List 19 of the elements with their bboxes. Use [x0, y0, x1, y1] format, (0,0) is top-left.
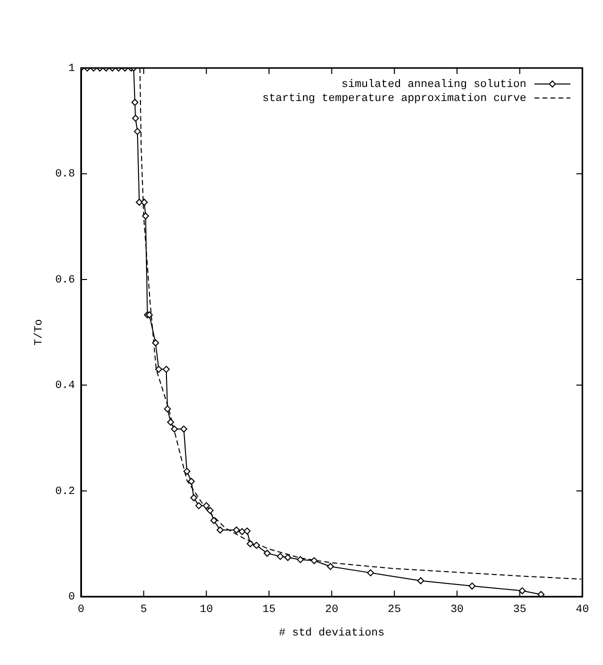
x-tick-label: 0 — [78, 604, 84, 616]
x-tick-label: 40 — [576, 604, 589, 616]
y-tick-label: 0.4 — [55, 380, 76, 392]
x-tick-label: 5 — [140, 604, 147, 616]
legend-label: starting temperature approximation curve — [262, 92, 526, 105]
x-axis-title: # std deviations — [278, 627, 385, 640]
y-tick-label: 0.6 — [55, 274, 76, 286]
y-axis-title: T/To — [34, 319, 46, 346]
x-tick-label: 15 — [262, 604, 276, 616]
x-tick-label: 20 — [325, 604, 338, 616]
y-tick-label: 0.8 — [55, 168, 76, 181]
x-tick-label: 25 — [388, 604, 401, 616]
x-tick-label: 35 — [513, 604, 526, 616]
y-tick-label: 1 — [68, 62, 76, 75]
x-tick-label: 30 — [450, 604, 464, 616]
y-tick-label: 0 — [68, 592, 76, 604]
legend-label: simulated annealing solution — [342, 78, 526, 91]
x-tick-label: 10 — [200, 604, 213, 616]
y-tick-label: 0.2 — [55, 486, 76, 498]
